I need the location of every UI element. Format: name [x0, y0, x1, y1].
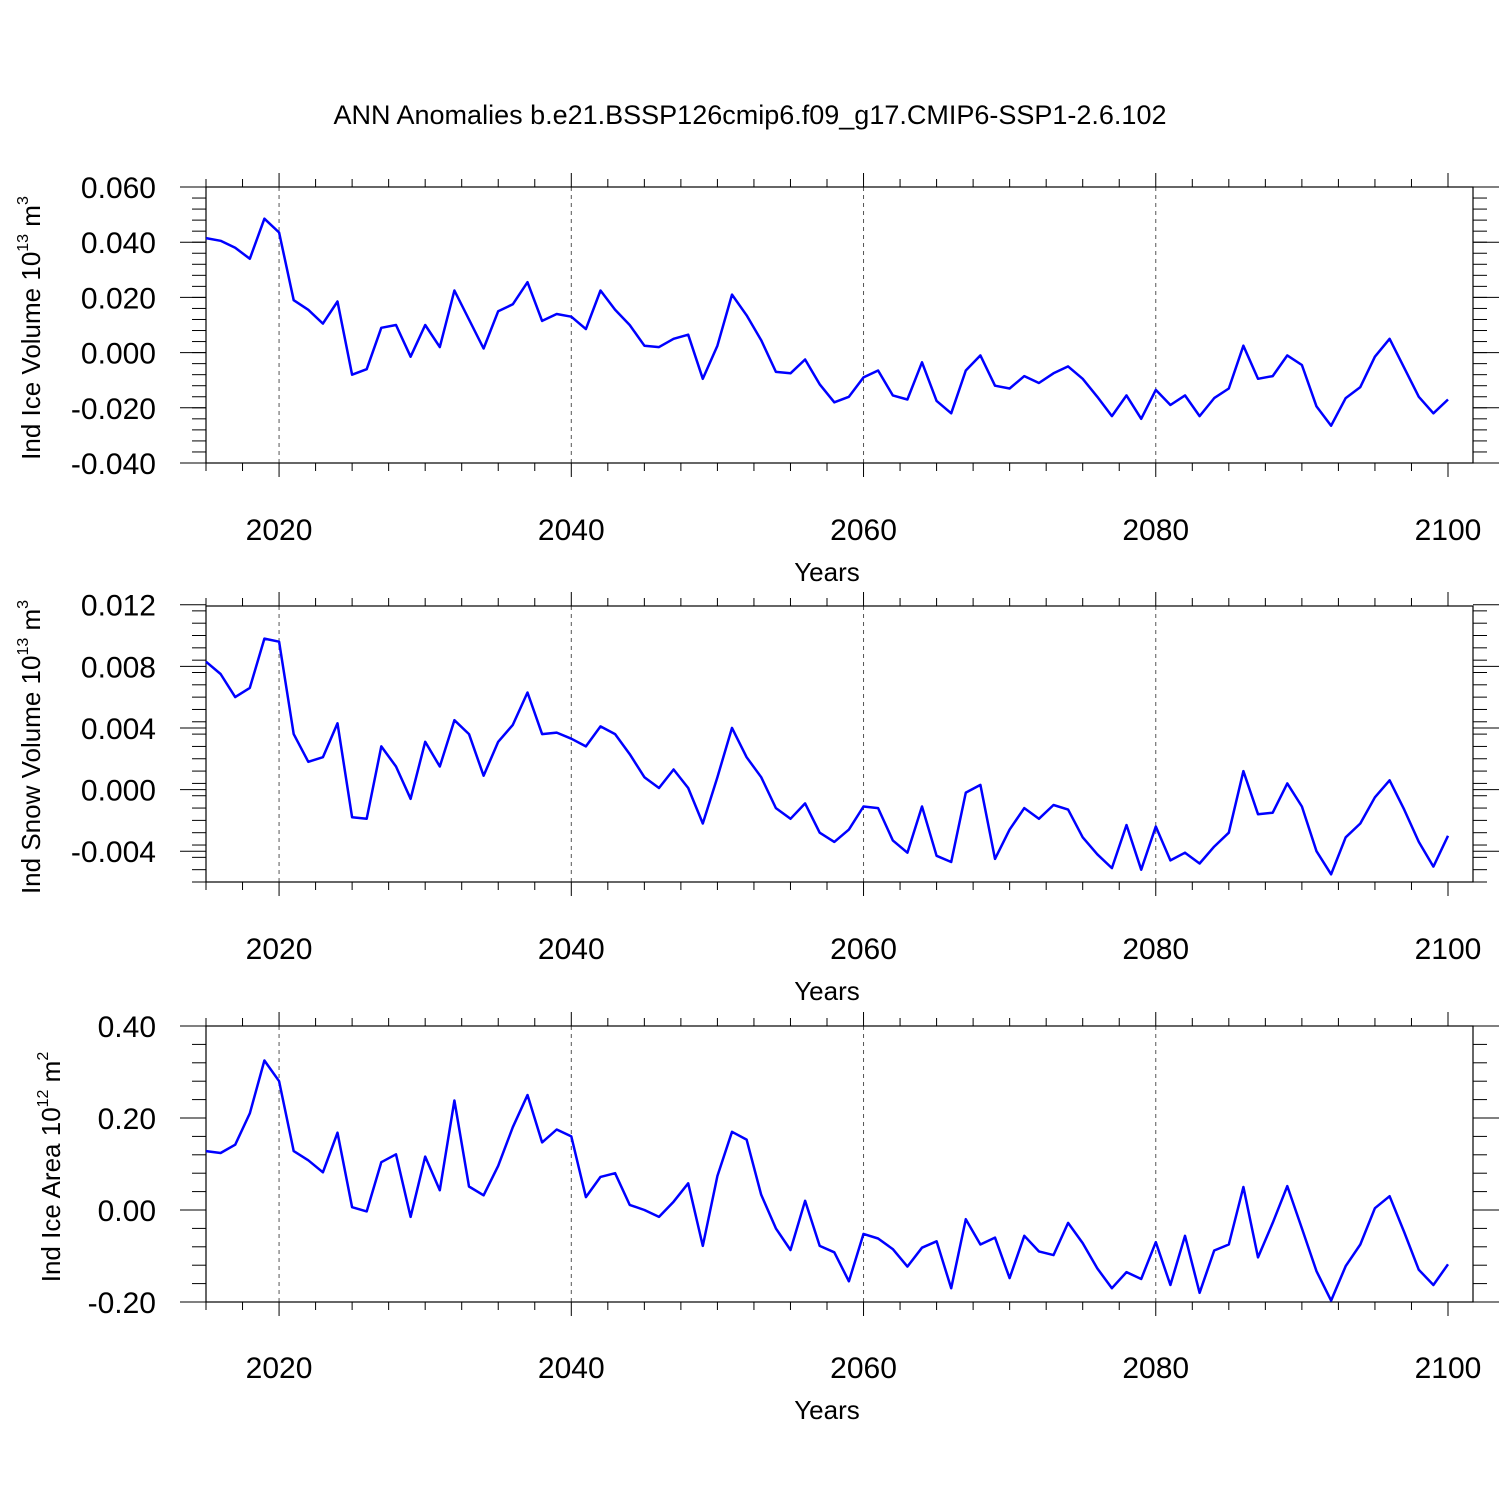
plot-frame — [205, 186, 1474, 464]
series-line — [205, 217, 1449, 427]
series-line — [205, 637, 1450, 876]
y-tick-label: 0.004 — [81, 713, 156, 746]
y-tick-label: -0.020 — [71, 393, 156, 426]
x-tick-label: 2040 — [538, 514, 605, 547]
x-axis-label: Years — [794, 1395, 860, 1425]
y-tick-label: 0.012 — [81, 590, 156, 623]
x-tick-label: 2060 — [830, 514, 897, 547]
x-tick-label: 2100 — [1415, 514, 1482, 547]
snow-volume-panel: -0.004 0.000 0.004 0.008 0.012 2020 2040 2060 20… — [15, 590, 1499, 1006]
y-tick-label: 0.008 — [81, 651, 156, 684]
x-tick-label: 2060 — [830, 1352, 897, 1385]
y-tick-label: 0.20 — [98, 1103, 156, 1136]
x-tick-label: 2100 — [1415, 933, 1482, 966]
plot-frame — [205, 1025, 1474, 1303]
ice-area-panel: -0.20 0.00 0.20 0.40 2020 2040 2060 2080 2100 Yea… — [35, 1011, 1499, 1425]
y-tick-label: -0.004 — [71, 836, 156, 869]
x-tick-label: 2040 — [538, 1352, 605, 1385]
y-tick-label: 0.060 — [81, 172, 156, 205]
x-tick-label: 2020 — [246, 933, 313, 966]
x-tick-label: 2080 — [1122, 933, 1189, 966]
y-tick-label: 0.040 — [81, 227, 156, 260]
y-tick-label: 0.000 — [81, 338, 156, 371]
ice-volume-panel: -0.040 -0.020 0.000 0.020 0.040 0.060 2020 2040… — [15, 172, 1499, 587]
x-tick-label: 2020 — [246, 1352, 313, 1385]
x-tick-label: 2080 — [1122, 514, 1189, 547]
x-axis-label: Years — [794, 976, 860, 1006]
x-tick-label: 2100 — [1415, 1352, 1482, 1385]
y-axis-label: Ind Ice Area 1012 m2 — [35, 1052, 66, 1283]
x-axis-label: Years — [794, 557, 860, 587]
y-tick-label: 0.000 — [81, 775, 156, 808]
series-line — [205, 1059, 1450, 1302]
chart-title: ANN Anomalies b.e21.BSSP126cmip6.f09_g17… — [334, 100, 1167, 130]
y-tick-label: 0.020 — [81, 282, 156, 315]
y-tick-label: -0.20 — [88, 1287, 156, 1320]
y-tick-label: 0.00 — [98, 1195, 156, 1228]
x-tick-label: 2020 — [246, 514, 313, 547]
y-tick-label: 0.40 — [98, 1011, 156, 1044]
x-tick-label: 2060 — [830, 933, 897, 966]
y-axis-label: Ind Ice Volume 1013 m3 — [15, 196, 46, 460]
plot-frame — [205, 605, 1474, 883]
x-tick-label: 2080 — [1122, 1352, 1189, 1385]
y-axis-label: Ind Snow Volume 1013 m3 — [15, 600, 46, 894]
y-tick-label: -0.040 — [71, 448, 156, 481]
x-tick-label: 2040 — [538, 933, 605, 966]
